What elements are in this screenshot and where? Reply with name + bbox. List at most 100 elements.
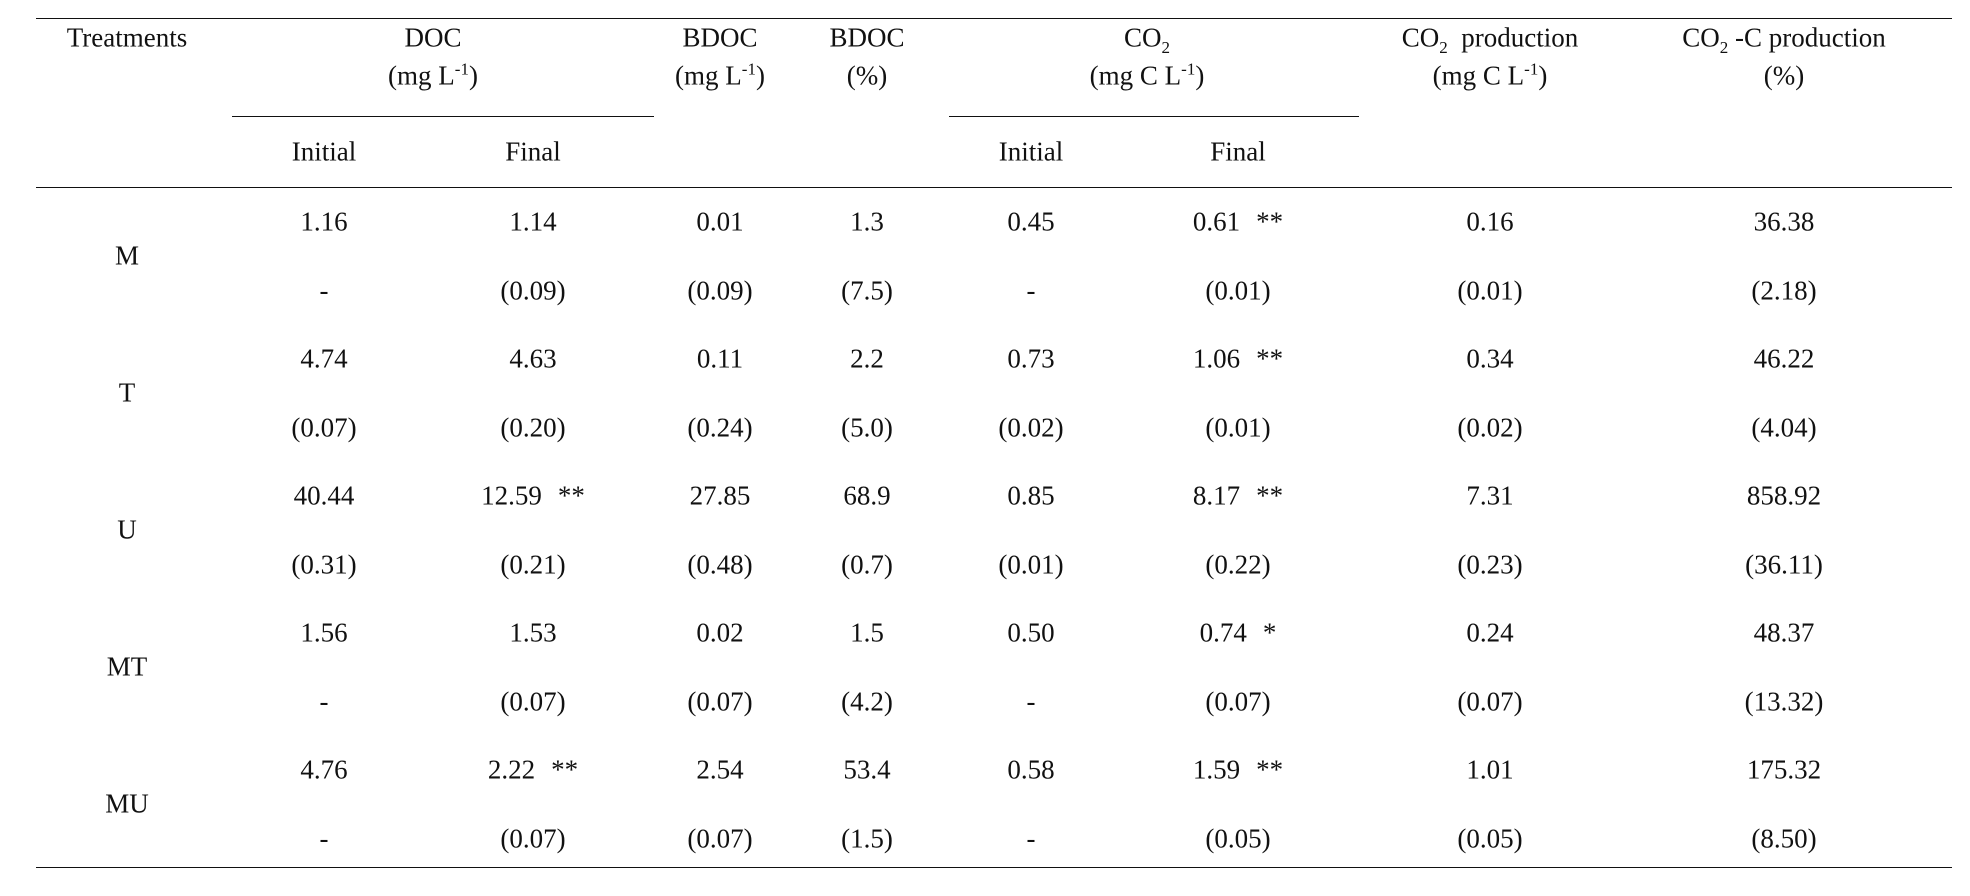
sd-cell: (0.20) <box>500 412 566 442</box>
mean-cell: 0.01 <box>696 206 744 237</box>
significance-mark: ** <box>557 480 585 511</box>
mean-cell: 48.37 <box>1753 617 1815 648</box>
mean-cell: 36.38 <box>1753 206 1815 237</box>
mean-cell: 2.22 ** <box>487 754 579 785</box>
sd-cell: (0.09) <box>500 275 566 305</box>
mean-value: 8.17 <box>1192 480 1241 511</box>
sd-cell: (4.2) <box>841 686 893 716</box>
sd-cell: - <box>319 823 329 853</box>
sd-cell: (0.05) <box>1205 823 1271 853</box>
mean-cell: 0.02 <box>696 617 744 648</box>
sd-cell: (0.01) <box>998 549 1064 579</box>
mean-cell: 2.2 <box>850 343 884 374</box>
mean-value: 0.74 <box>1199 617 1247 648</box>
mean-cell: 2.54 <box>696 754 744 785</box>
sd-cell: - <box>1026 275 1036 305</box>
mean-cell: 0.45 <box>1007 206 1055 237</box>
mean-cell: 0.73 <box>1007 343 1055 374</box>
subheader-cell: Final <box>505 136 561 167</box>
mean-cell: 0.11 <box>696 343 744 374</box>
mean-value: 1.14 <box>509 206 557 237</box>
sd-cell: (0.01) <box>1457 275 1523 305</box>
header-unit: (%) <box>846 60 888 91</box>
mean-value: 2.22 <box>487 754 536 785</box>
mean-cell: 4.76 <box>300 754 348 785</box>
sd-cell: - <box>1026 823 1036 853</box>
mean-cell: 0.50 <box>1007 617 1055 648</box>
mean-cell: 0.74 * <box>1199 617 1277 648</box>
sd-cell: (0.07) <box>1457 686 1523 716</box>
treatment-label: U <box>117 514 137 545</box>
mean-cell: 0.58 <box>1007 754 1055 785</box>
sd-cell: (0.21) <box>500 549 566 579</box>
mean-cell: 1.3 <box>850 206 884 237</box>
mean-cell: 1.56 <box>300 617 348 648</box>
header-unit: (mg C L-1) <box>1089 59 1205 91</box>
sd-cell: (13.32) <box>1744 686 1824 716</box>
header-cell: CO2 production <box>1401 22 1579 57</box>
mean-value: 4.63 <box>509 343 557 374</box>
sd-cell: (0.48) <box>687 549 753 579</box>
sd-cell: (0.07) <box>500 823 566 853</box>
sd-cell: (0.01) <box>1205 412 1271 442</box>
sd-cell: (8.50) <box>1751 823 1817 853</box>
header-unit: (%) <box>1763 60 1805 91</box>
sd-cell: (0.7) <box>841 549 893 579</box>
sd-cell: (0.01) <box>1205 275 1271 305</box>
header-unit: (mg L-1) <box>388 59 478 91</box>
header-cell: DOC <box>404 22 462 53</box>
sd-cell: - <box>1026 686 1036 716</box>
mean-cell: 27.85 <box>689 480 751 511</box>
mean-cell: 1.5 <box>850 617 884 648</box>
significance-mark: ** <box>1256 480 1284 511</box>
sd-cell: (4.04) <box>1751 412 1817 442</box>
sd-cell: (7.5) <box>841 275 893 305</box>
sd-cell: (0.23) <box>1457 549 1523 579</box>
sd-cell: - <box>319 686 329 716</box>
header-cell: BDOC <box>829 22 905 53</box>
mean-cell: 1.59 ** <box>1193 754 1284 785</box>
mean-value: 1.53 <box>509 617 557 648</box>
sd-cell: (0.05) <box>1457 823 1523 853</box>
mean-cell: 0.85 <box>1007 480 1055 511</box>
significance-mark: ** <box>551 754 579 785</box>
mean-cell: 0.16 <box>1466 206 1514 237</box>
header-cell: CO2 -C production <box>1682 22 1886 57</box>
header-cell: CO2 <box>1123 22 1171 57</box>
sd-cell: (1.5) <box>841 823 893 853</box>
top-rule <box>36 18 1952 19</box>
subheader-cell: Final <box>1210 136 1266 167</box>
sd-cell: (0.07) <box>500 686 566 716</box>
sd-cell: (0.07) <box>687 823 753 853</box>
mean-cell: 1.14 <box>509 206 557 237</box>
mean-cell: 8.17 ** <box>1192 480 1284 511</box>
sd-cell: (5.0) <box>841 412 893 442</box>
mean-cell: 4.74 <box>300 343 348 374</box>
significance-mark: ** <box>1256 754 1284 785</box>
header-cell: Treatments <box>66 22 188 53</box>
sd-cell: (36.11) <box>1745 549 1823 579</box>
sd-cell: (0.07) <box>291 412 357 442</box>
doc-rule <box>232 116 654 117</box>
mean-cell: 1.01 <box>1466 754 1514 785</box>
significance-mark: ** <box>1256 343 1284 374</box>
mean-cell: 4.63 <box>509 343 557 374</box>
mean-cell: 68.9 <box>843 480 891 511</box>
header-unit: (mg C L-1) <box>1432 59 1548 91</box>
mean-cell: 7.31 <box>1466 480 1514 511</box>
sd-cell: (2.18) <box>1751 275 1817 305</box>
header-rule <box>36 187 1952 188</box>
sd-cell: (0.07) <box>687 686 753 716</box>
mean-cell: 1.16 <box>300 206 348 237</box>
mean-cell: 40.44 <box>293 480 355 511</box>
mean-cell: 0.61 ** <box>1193 208 1283 236</box>
sd-cell: (0.22) <box>1205 549 1271 579</box>
sd-cell: - <box>319 275 329 305</box>
subheader-cell: Initial <box>291 136 357 167</box>
mean-cell: 46.22 <box>1753 343 1815 374</box>
header-unit: (mg L-1) <box>675 59 765 91</box>
mean-cell: 175.32 <box>1746 754 1822 785</box>
sd-cell: (0.09) <box>687 275 753 305</box>
mean-cell: 1.06 ** <box>1193 343 1284 374</box>
